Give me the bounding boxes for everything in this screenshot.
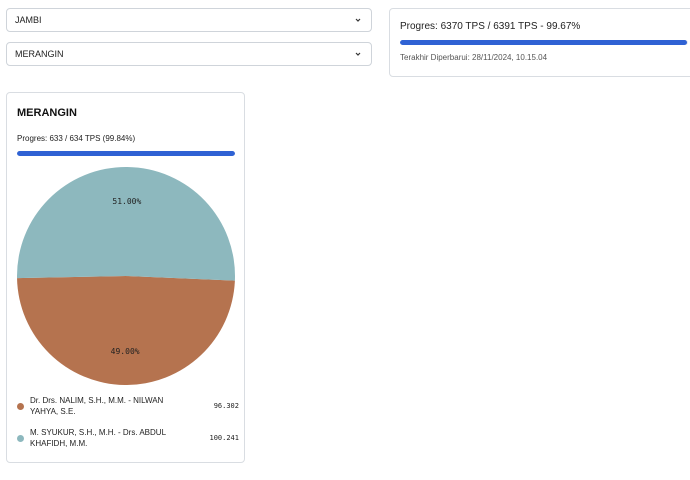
legend-item: M. SYUKUR, S.H., M.H. - Drs. ABDUL KHAFI… xyxy=(17,427,239,449)
overall-progress-fill xyxy=(400,40,688,45)
province-select[interactable]: JAMBI xyxy=(6,8,372,32)
legend-value: 100.241 xyxy=(209,434,239,442)
province-select-value: JAMBI xyxy=(15,15,42,25)
card-progress-bar xyxy=(17,151,235,156)
overall-progress-panel: Progres: 6370 TPS / 6391 TPS - 99.67% Te… xyxy=(389,8,690,77)
overall-progress-bar xyxy=(400,40,688,45)
pie-slice xyxy=(16,166,236,281)
chevron-down-icon xyxy=(355,52,361,56)
pie-percent-label: 49.00% xyxy=(111,347,140,356)
last-updated-text: Terakhir Diperbarui: 28/11/2024, 10.15.0… xyxy=(400,53,548,62)
regency-result-card: MERANGIN Progres: 633 / 634 TPS (99.84%)… xyxy=(6,92,245,463)
legend-swatch xyxy=(17,434,24,442)
card-progress-fill xyxy=(17,151,235,156)
legend-label: M. SYUKUR, S.H., M.H. - Drs. ABDUL KHAFI… xyxy=(30,428,166,448)
legend-value: 96.302 xyxy=(213,402,239,410)
pie-slice xyxy=(17,276,235,385)
card-progress-text: Progres: 633 / 634 TPS (99.84%) xyxy=(17,134,136,143)
chevron-down-icon xyxy=(355,18,361,22)
legend-swatch xyxy=(17,402,24,410)
legend-item: Dr. Drs. NALIM, S.H., M.M. - NILWAN YAHY… xyxy=(17,395,239,417)
legend-label: Dr. Drs. NALIM, S.H., M.M. - NILWAN YAHY… xyxy=(30,396,164,416)
pie-percent-label: 51.00% xyxy=(112,197,141,206)
regency-select[interactable]: MERANGIN xyxy=(6,42,372,66)
overall-progress-text: Progres: 6370 TPS / 6391 TPS - 99.67% xyxy=(400,21,581,32)
vote-pie-chart: 49.00% 51.00% xyxy=(16,166,236,385)
regency-select-value: MERANGIN xyxy=(15,49,64,59)
card-title: MERANGIN xyxy=(17,107,77,119)
